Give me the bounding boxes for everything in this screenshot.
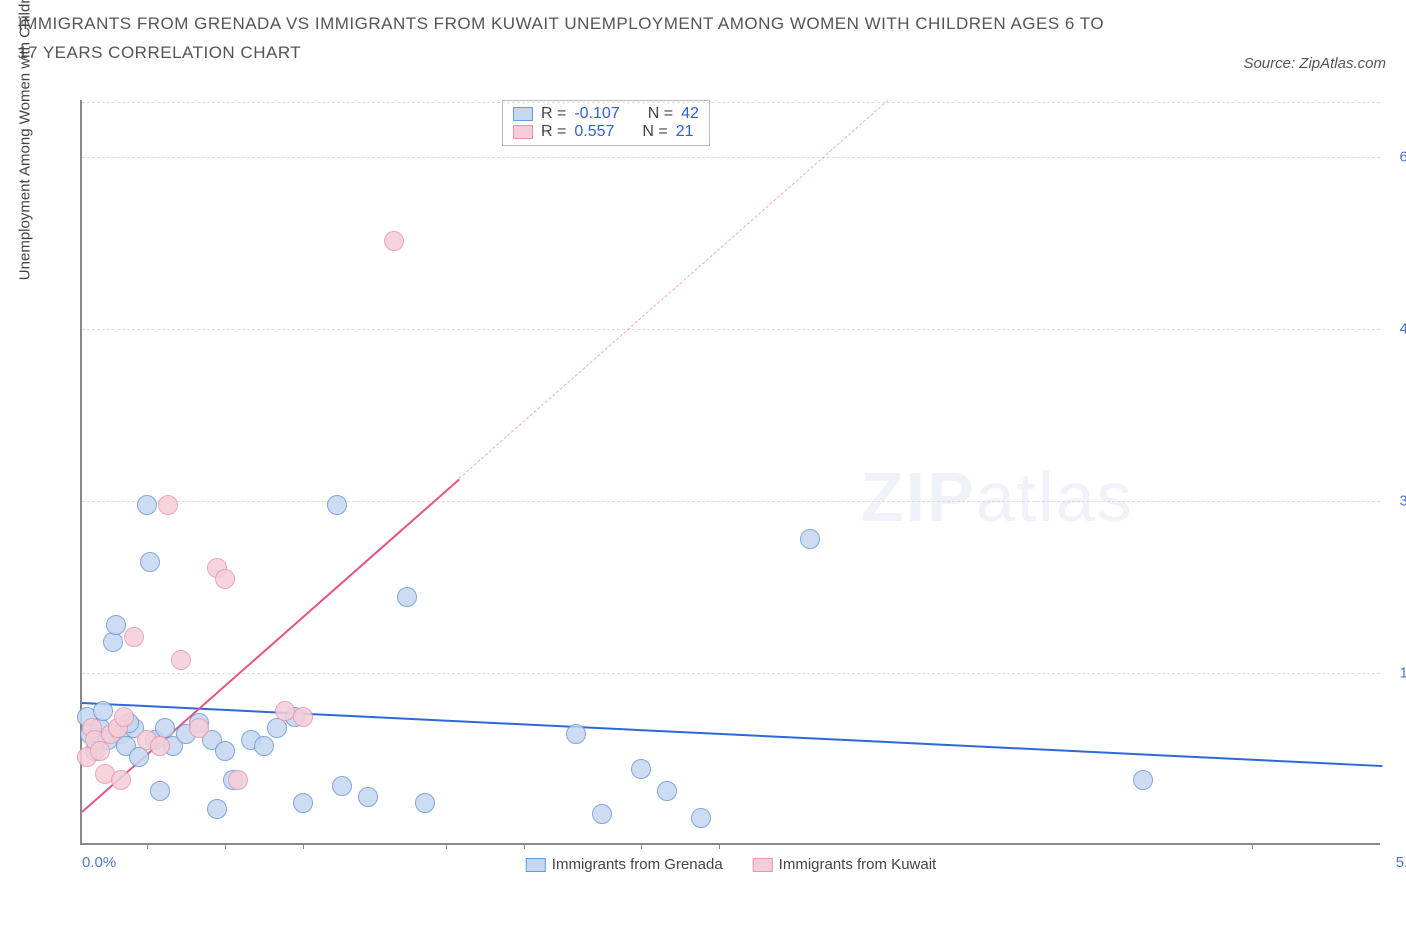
x-tick: [303, 843, 304, 849]
x-tick: [641, 843, 642, 849]
x-tick-min: 0.0%: [82, 854, 116, 871]
data-point: [327, 495, 347, 515]
legend-r-label: R =: [541, 105, 566, 123]
data-point: [293, 707, 313, 727]
y-tick-label: 30.0%: [1399, 493, 1406, 510]
correlation-legend: R = -0.107 N = 42 R = 0.557 N = 21: [502, 100, 710, 146]
x-tick: [446, 843, 447, 849]
data-point: [657, 781, 677, 801]
data-point: [140, 552, 160, 572]
legend-swatch: [513, 107, 533, 121]
data-point: [228, 770, 248, 790]
chart-title: IMMIGRANTS FROM GRENADA VS IMMIGRANTS FR…: [18, 10, 1118, 68]
data-point: [207, 799, 227, 819]
legend-r-label: R =: [541, 123, 566, 141]
data-point: [137, 495, 157, 515]
data-point: [1133, 770, 1153, 790]
data-point: [415, 793, 435, 813]
data-point: [631, 759, 651, 779]
legend-r-value: 0.557: [574, 123, 614, 141]
legend-swatch: [513, 125, 533, 139]
data-point: [691, 808, 711, 828]
legend-item: Immigrants from Kuwait: [753, 856, 937, 873]
data-point: [150, 781, 170, 801]
legend-label: Immigrants from Kuwait: [779, 856, 937, 873]
legend-swatch: [526, 858, 546, 872]
data-point: [215, 741, 235, 761]
series-legend: Immigrants from Grenada Immigrants from K…: [526, 856, 936, 873]
data-point: [158, 495, 178, 515]
watermark: ZIPatlas: [861, 457, 1134, 537]
gridline: [82, 673, 1380, 674]
gridline: [82, 157, 1380, 158]
data-point: [566, 724, 586, 744]
gridline: [82, 102, 1380, 103]
y-tick-label: 45.0%: [1399, 321, 1406, 338]
x-tick: [225, 843, 226, 849]
legend-row: R = 0.557 N = 21: [513, 123, 699, 141]
x-tick: [719, 843, 720, 849]
x-tick: [147, 843, 148, 849]
data-point: [275, 701, 295, 721]
x-tick: [524, 843, 525, 849]
data-point: [358, 787, 378, 807]
chart-area: Unemployment Among Women with Children A…: [60, 100, 1380, 870]
data-point: [215, 569, 235, 589]
source-attribution: Source: ZipAtlas.com: [1243, 55, 1386, 72]
data-point: [103, 632, 123, 652]
data-point: [124, 627, 144, 647]
legend-label: Immigrants from Grenada: [552, 856, 723, 873]
data-point: [114, 707, 134, 727]
data-point: [592, 804, 612, 824]
data-point: [267, 718, 287, 738]
gridline: [82, 501, 1380, 502]
data-point: [254, 736, 274, 756]
watermark-atlas: atlas: [976, 458, 1134, 536]
data-point: [800, 529, 820, 549]
y-tick-label: 60.0%: [1399, 149, 1406, 166]
data-point: [384, 231, 404, 251]
data-point: [150, 736, 170, 756]
x-tick-max: 5.0%: [1396, 854, 1406, 871]
legend-n-value: 42: [681, 105, 699, 123]
legend-r-value: -0.107: [574, 105, 619, 123]
legend-n-label: N =: [648, 105, 673, 123]
data-point: [171, 650, 191, 670]
data-point: [189, 718, 209, 738]
data-point: [106, 615, 126, 635]
legend-row: R = -0.107 N = 42: [513, 105, 699, 123]
data-point: [332, 776, 352, 796]
y-axis-label: Unemployment Among Women with Children A…: [17, 0, 34, 280]
x-tick: [1252, 843, 1253, 849]
y-tick-label: 15.0%: [1399, 665, 1406, 682]
legend-item: Immigrants from Grenada: [526, 856, 723, 873]
data-point: [129, 747, 149, 767]
gridline: [82, 329, 1380, 330]
data-point: [90, 741, 110, 761]
plot-region: ZIPatlas R = -0.107 N = 42R = 0.557 N = 21 0…: [80, 100, 1380, 845]
data-point: [293, 793, 313, 813]
legend-n-label: N =: [642, 123, 667, 141]
watermark-zip: ZIP: [861, 458, 976, 536]
data-point: [111, 770, 131, 790]
data-point: [397, 587, 417, 607]
legend-swatch: [753, 858, 773, 872]
legend-n-value: 21: [676, 123, 694, 141]
